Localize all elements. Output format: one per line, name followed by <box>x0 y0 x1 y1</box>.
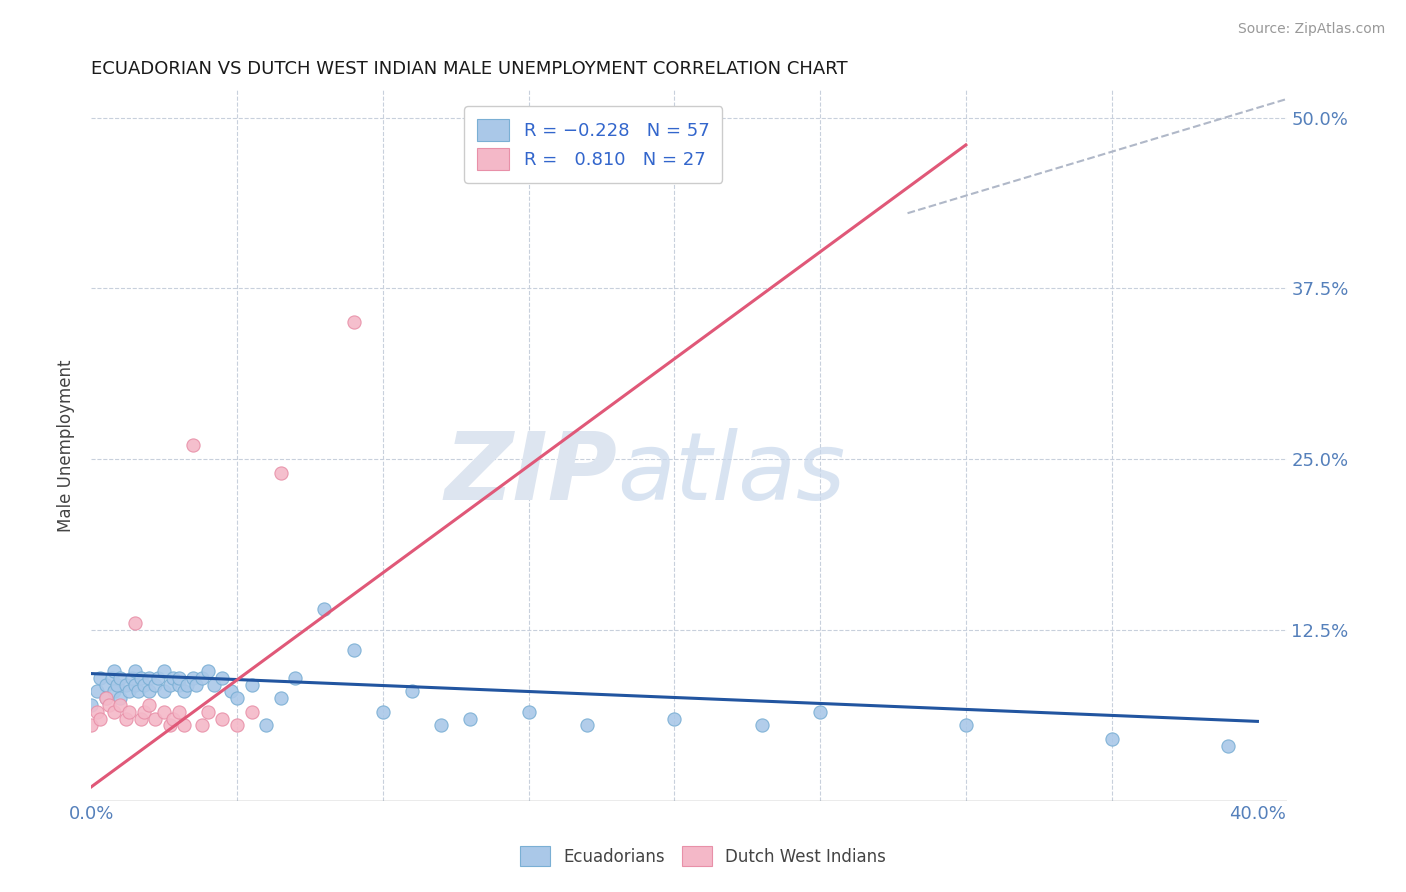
Text: ZIP: ZIP <box>444 428 617 520</box>
Y-axis label: Male Unemployment: Male Unemployment <box>58 359 75 532</box>
Point <box>118 705 141 719</box>
Point <box>143 677 166 691</box>
Point <box>1218 739 1240 753</box>
Legend: Ecuadorians, Dutch West Indians: Ecuadorians, Dutch West Indians <box>512 838 894 875</box>
Point <box>110 691 132 706</box>
Point <box>517 705 540 719</box>
Point <box>103 684 125 698</box>
Point <box>219 684 242 698</box>
Point <box>138 684 160 698</box>
Point <box>181 671 204 685</box>
Point <box>284 671 307 685</box>
Text: Source: ZipAtlas.com: Source: ZipAtlas.com <box>1237 22 1385 37</box>
Point <box>167 671 190 685</box>
Legend: R = −0.228   N = 57, R =   0.810   N = 27: R = −0.228 N = 57, R = 0.810 N = 27 <box>464 106 723 183</box>
Point <box>159 718 181 732</box>
Point <box>167 677 190 691</box>
Point <box>110 698 132 712</box>
Point <box>110 671 132 685</box>
Point <box>1101 732 1123 747</box>
Point <box>121 671 143 685</box>
Point <box>115 712 138 726</box>
Point <box>808 705 831 719</box>
Point <box>270 466 292 480</box>
Point <box>184 677 207 691</box>
Point <box>240 677 263 691</box>
Point <box>176 677 198 691</box>
Point <box>94 691 117 706</box>
Point <box>105 677 128 691</box>
Point <box>124 615 146 630</box>
Point <box>254 718 277 732</box>
Point <box>148 671 170 685</box>
Point <box>342 316 364 330</box>
Point <box>80 698 103 712</box>
Point <box>138 698 160 712</box>
Point <box>202 677 225 691</box>
Point <box>314 602 336 616</box>
Point <box>115 677 138 691</box>
Point <box>664 712 686 726</box>
Point <box>118 684 141 698</box>
Point <box>86 705 108 719</box>
Point <box>240 705 263 719</box>
Point <box>173 718 195 732</box>
Point <box>153 684 176 698</box>
Text: atlas: atlas <box>617 428 845 519</box>
Point <box>94 691 117 706</box>
Point <box>100 671 122 685</box>
Point <box>191 671 214 685</box>
Point <box>270 691 292 706</box>
Point <box>430 718 453 732</box>
Point <box>458 712 481 726</box>
Point <box>226 691 249 706</box>
Point <box>89 712 111 726</box>
Point <box>97 698 120 712</box>
Point <box>80 718 103 732</box>
Point <box>143 712 166 726</box>
Point <box>86 684 108 698</box>
Point <box>89 671 111 685</box>
Point <box>132 677 155 691</box>
Point <box>191 718 214 732</box>
Point <box>167 705 190 719</box>
Point <box>124 664 146 678</box>
Point <box>132 705 155 719</box>
Point <box>181 438 204 452</box>
Point <box>159 677 181 691</box>
Point <box>173 684 195 698</box>
Point <box>162 671 184 685</box>
Point <box>197 705 219 719</box>
Point <box>211 712 233 726</box>
Point <box>103 705 125 719</box>
Point <box>575 718 598 732</box>
Point <box>129 671 152 685</box>
Point <box>94 677 117 691</box>
Point <box>401 684 423 698</box>
Text: ECUADORIAN VS DUTCH WEST INDIAN MALE UNEMPLOYMENT CORRELATION CHART: ECUADORIAN VS DUTCH WEST INDIAN MALE UNE… <box>91 60 848 78</box>
Point <box>138 671 160 685</box>
Point <box>127 684 149 698</box>
Point <box>751 718 773 732</box>
Point <box>103 664 125 678</box>
Point <box>371 705 394 719</box>
Point <box>153 705 176 719</box>
Point <box>197 664 219 678</box>
Point <box>226 718 249 732</box>
Point <box>124 677 146 691</box>
Point <box>955 718 977 732</box>
Point <box>342 643 364 657</box>
Point <box>153 664 176 678</box>
Point <box>129 712 152 726</box>
Point <box>211 671 233 685</box>
Point <box>162 712 184 726</box>
